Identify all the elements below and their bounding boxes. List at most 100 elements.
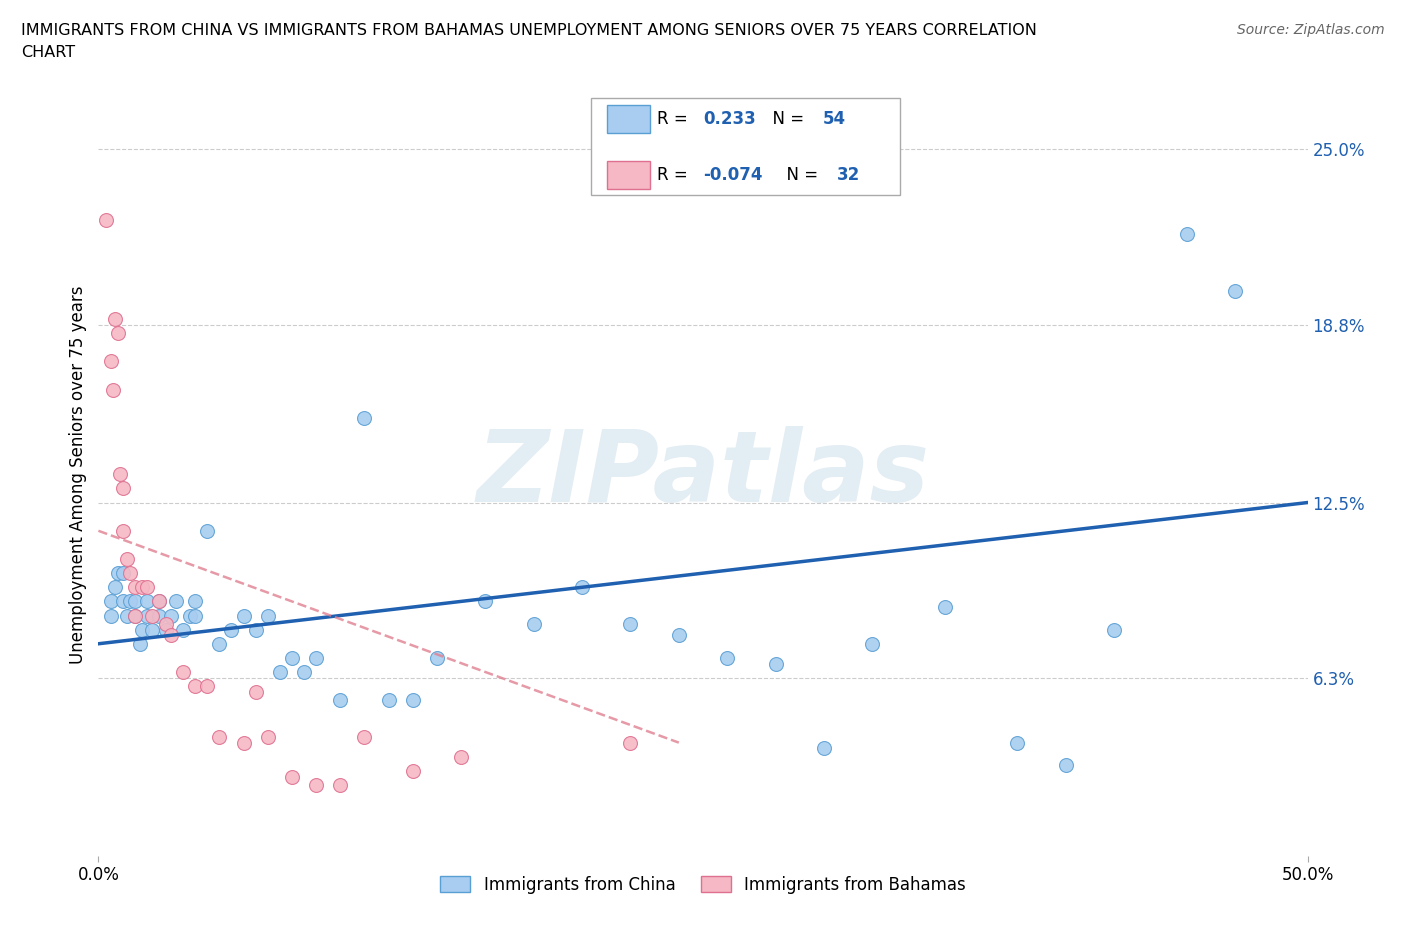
Point <box>100 594 122 609</box>
Point <box>179 608 201 623</box>
Point <box>195 679 218 694</box>
Point <box>208 636 231 651</box>
Point <box>135 608 157 623</box>
Point <box>402 693 425 708</box>
Point <box>402 764 425 778</box>
Point <box>571 579 593 594</box>
Point <box>172 665 194 680</box>
Point <box>184 679 207 694</box>
Point <box>765 656 787 671</box>
Point <box>353 729 375 744</box>
Point <box>256 608 278 623</box>
Point <box>101 382 124 397</box>
Legend: Immigrants from China, Immigrants from Bahamas: Immigrants from China, Immigrants from B… <box>433 870 973 900</box>
Point <box>619 736 641 751</box>
Point <box>305 650 328 665</box>
Text: R =: R = <box>657 166 693 184</box>
Point <box>104 312 127 326</box>
Point <box>716 650 738 665</box>
Point <box>165 594 187 609</box>
Point <box>141 622 163 637</box>
Text: 0.233: 0.233 <box>703 110 756 128</box>
Point <box>232 736 254 751</box>
Point <box>269 665 291 680</box>
Point <box>329 777 352 792</box>
Point <box>160 608 183 623</box>
Point <box>131 622 153 637</box>
Text: R =: R = <box>657 110 693 128</box>
Point <box>934 600 956 615</box>
Point <box>104 579 127 594</box>
Point <box>523 617 546 631</box>
Point <box>135 579 157 594</box>
Text: 54: 54 <box>823 110 845 128</box>
Point <box>292 665 315 680</box>
Point <box>668 628 690 643</box>
Point <box>353 410 375 425</box>
Point <box>474 594 496 609</box>
Point <box>94 213 117 228</box>
Point <box>111 594 134 609</box>
Point <box>1175 227 1198 242</box>
Text: -0.074: -0.074 <box>703 166 762 184</box>
Point <box>107 326 129 340</box>
Point <box>450 750 472 764</box>
Point <box>131 579 153 594</box>
Point <box>377 693 399 708</box>
Text: Source: ZipAtlas.com: Source: ZipAtlas.com <box>1237 23 1385 37</box>
Point <box>1223 284 1246 299</box>
Point <box>124 579 146 594</box>
Text: CHART: CHART <box>21 45 75 60</box>
Point <box>329 693 352 708</box>
Point <box>155 622 177 637</box>
Point <box>148 594 170 609</box>
Point <box>107 565 129 580</box>
Point <box>281 769 304 784</box>
Point <box>1007 736 1029 751</box>
Point <box>111 524 134 538</box>
Text: IMMIGRANTS FROM CHINA VS IMMIGRANTS FROM BAHAMAS UNEMPLOYMENT AMONG SENIORS OVER: IMMIGRANTS FROM CHINA VS IMMIGRANTS FROM… <box>21 23 1038 38</box>
Point <box>117 551 139 566</box>
Point <box>245 622 267 637</box>
Point <box>305 777 328 792</box>
Point <box>172 622 194 637</box>
Point <box>111 565 134 580</box>
Point <box>118 594 141 609</box>
Point <box>256 729 278 744</box>
Point <box>813 741 835 756</box>
Text: N =: N = <box>762 110 810 128</box>
Point <box>148 594 170 609</box>
Text: ZIPatlas: ZIPatlas <box>477 426 929 523</box>
Point <box>195 524 218 538</box>
Point <box>128 636 150 651</box>
Point <box>184 594 207 609</box>
Point <box>124 594 146 609</box>
Text: 32: 32 <box>837 166 860 184</box>
Point <box>619 617 641 631</box>
Point <box>100 354 122 369</box>
Point <box>1102 622 1125 637</box>
Point <box>184 608 207 623</box>
Y-axis label: Unemployment Among Seniors over 75 years: Unemployment Among Seniors over 75 years <box>69 286 87 663</box>
Point <box>148 608 170 623</box>
Point <box>1054 758 1077 773</box>
Point <box>232 608 254 623</box>
Point <box>108 467 131 482</box>
Point <box>155 617 177 631</box>
Point <box>245 684 267 699</box>
Point <box>426 650 449 665</box>
Point <box>221 622 243 637</box>
Point <box>111 481 134 496</box>
Point <box>141 608 163 623</box>
Text: N =: N = <box>776 166 824 184</box>
Point <box>124 608 146 623</box>
Point <box>118 565 141 580</box>
Point <box>281 650 304 665</box>
Point <box>135 594 157 609</box>
Point <box>860 636 883 651</box>
Point <box>124 608 146 623</box>
Point <box>208 729 231 744</box>
Point <box>117 608 139 623</box>
Point <box>100 608 122 623</box>
Point <box>160 628 183 643</box>
